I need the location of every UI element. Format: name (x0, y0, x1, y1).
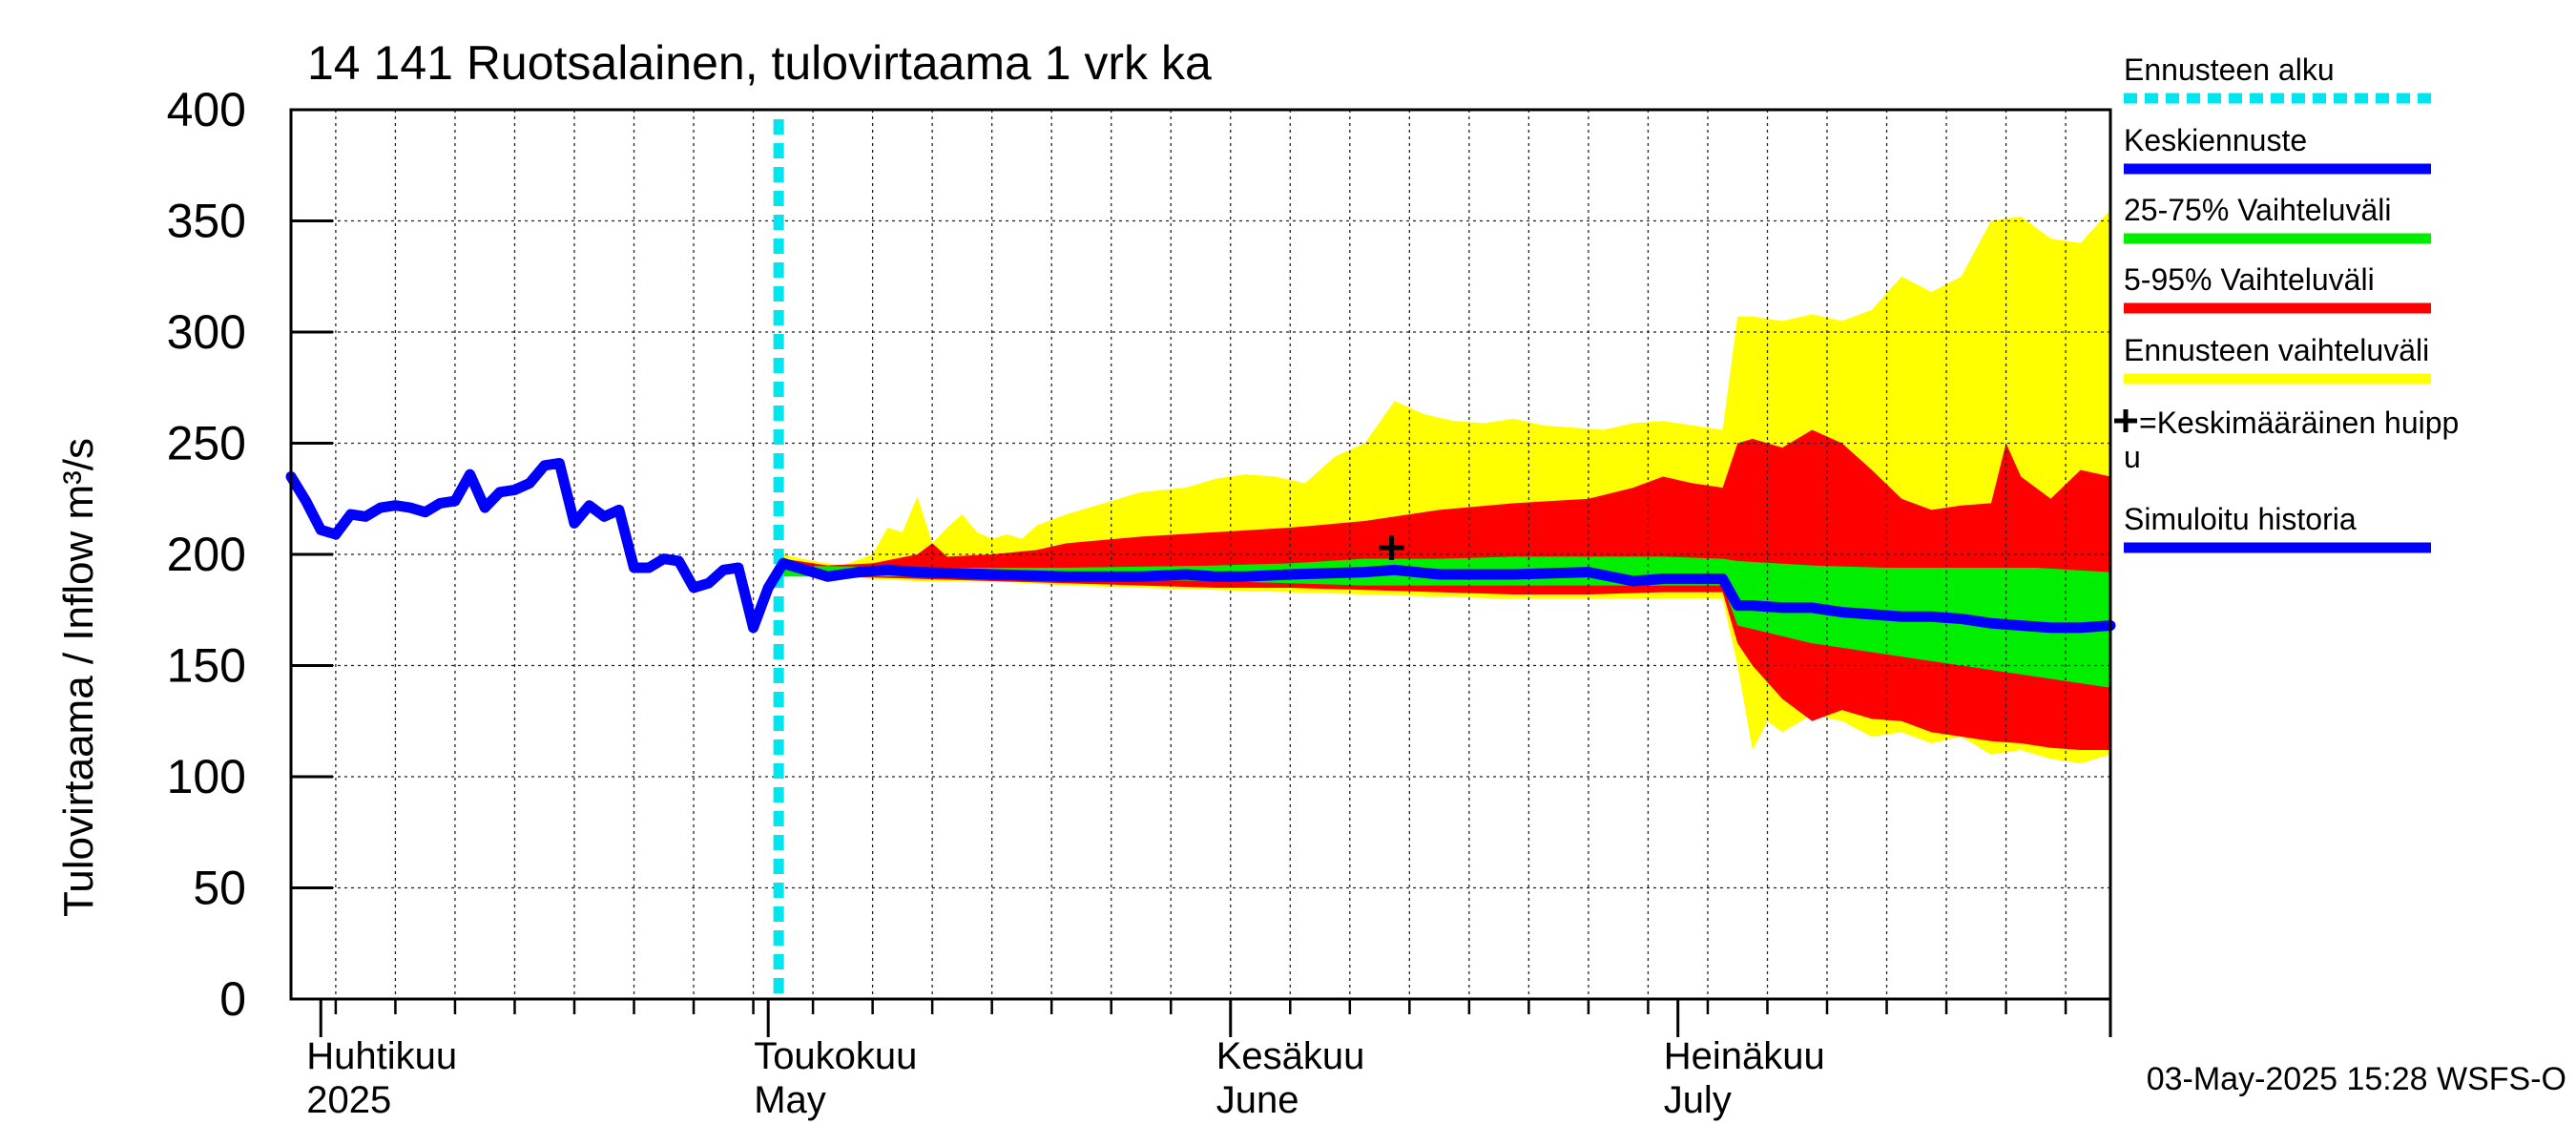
month-label-fi: Toukokuu (754, 1035, 917, 1077)
month-label-en: July (1664, 1079, 1732, 1121)
series-median-forecast (778, 557, 2116, 634)
y-tick-label: 400 (167, 83, 246, 136)
y-tick-label: 0 (219, 972, 246, 1026)
month-label-fi: Heinäkuu (1664, 1035, 1825, 1077)
series-simulated-history (285, 457, 789, 634)
legend-label-continued: u (2124, 440, 2141, 474)
mean-peak-marker (1379, 535, 1404, 561)
y-axis-label: Tulovirtaama / Inflow m³/s (55, 438, 102, 917)
legend-label: Ennusteen alku (2124, 52, 2335, 87)
legend-plus-marker (2114, 409, 2137, 432)
band-25-75 (782, 556, 2110, 688)
legend-label: 25-75% Vaihteluväli (2124, 193, 2391, 227)
forecast-bands (782, 209, 2110, 764)
month-label-en: May (754, 1079, 826, 1121)
month-label-en: June (1216, 1079, 1299, 1121)
legend-label: Ennusteen vaihteluväli (2124, 333, 2429, 367)
legend-label: Keskiennuste (2124, 123, 2307, 157)
legend-label: 5-95% Vaihteluväli (2124, 262, 2375, 297)
y-tick-label: 200 (167, 528, 246, 581)
month-label-fi: Kesäkuu (1216, 1035, 1365, 1077)
chart-title: 14 141 Ruotsalainen, tulovirtaama 1 vrk … (307, 36, 1212, 90)
y-tick-label: 350 (167, 195, 246, 248)
legend: Ennusteen alku Keskiennuste 25-75% Vaihtel… (2114, 52, 2459, 553)
legend-label: Simuloitu historia (2124, 502, 2357, 536)
band-5-95 (782, 429, 2110, 751)
timestamp: 03-May-2025 15:28 WSFS-O (2147, 1061, 2566, 1097)
month-label-fi: Huhtikuu (306, 1035, 457, 1077)
data-lines (285, 119, 2116, 999)
y-tick-label: 50 (193, 862, 246, 915)
y-tick-label: 100 (167, 750, 246, 803)
month-label-en: 2025 (306, 1079, 391, 1121)
legend-label: =Keskimääräinen huipp (2139, 406, 2459, 440)
y-tick-label: 250 (167, 417, 246, 470)
y-tick-label: 150 (167, 639, 246, 693)
y-tick-label: 300 (167, 305, 246, 359)
